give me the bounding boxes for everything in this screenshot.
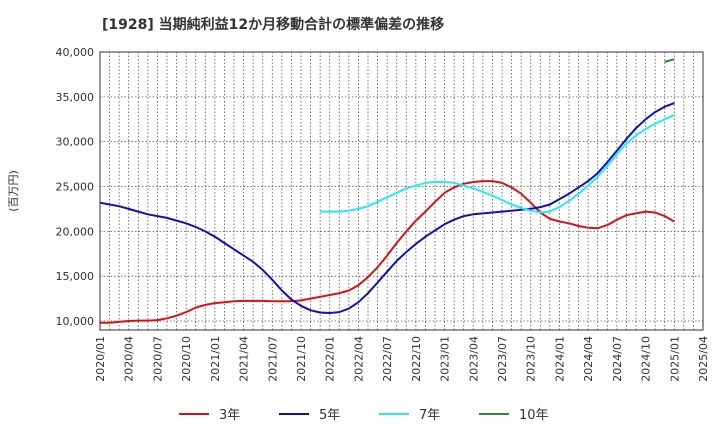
chart-title: [1928] 当期純利益12か月移動合計の標準偏差の推移	[102, 17, 445, 33]
y-tick-label: 40,000	[56, 46, 95, 59]
legend-label: 7年	[419, 408, 440, 423]
x-tick-label: 2023/07	[496, 336, 509, 382]
y-tick-label: 10,000	[56, 315, 95, 328]
x-tick-label: 2021/07	[266, 336, 279, 382]
x-tick-label: 2020/01	[94, 336, 107, 382]
series-line-3	[320, 113, 675, 214]
x-tick-label: 2022/07	[381, 336, 394, 382]
y-tick-label: 30,000	[56, 136, 95, 149]
x-tick-label: 2020/07	[151, 336, 164, 382]
series-line-2	[99, 102, 675, 314]
x-tick-label: 2022/01	[324, 336, 337, 382]
x-tick-label: 2025/04	[697, 336, 710, 382]
x-tick-label: 2020/04	[123, 336, 136, 382]
y-tick-label: 20,000	[56, 225, 95, 238]
x-tick-label: 2021/01	[209, 336, 222, 382]
x-tick-label: 2020/10	[180, 336, 193, 382]
series-line-1	[100, 180, 675, 324]
y-tick-label: 35,000	[56, 91, 95, 104]
x-tick-label: 2023/01	[439, 336, 452, 382]
y-axis-label: (百万円)	[7, 170, 20, 212]
series-line-4	[664, 58, 675, 63]
legend: 3年 5年 7年 10年	[179, 408, 549, 423]
series-lines	[99, 58, 675, 324]
x-tick-label: 2024/10	[640, 336, 653, 382]
legend-label: 10年	[519, 408, 549, 423]
legend-label: 3年	[219, 408, 240, 423]
x-tick-label: 2021/10	[295, 336, 308, 382]
y-tick-label: 25,000	[56, 181, 95, 194]
x-tick-label: 2022/04	[352, 336, 365, 382]
x-tick-label: 2024/01	[553, 336, 566, 382]
x-tick-label: 2021/04	[238, 336, 251, 382]
x-tick-label: 2024/07	[611, 336, 624, 382]
x-tick-label: 2023/04	[467, 336, 480, 382]
x-tick-label: 2025/01	[668, 336, 681, 382]
x-tick-label: 2022/10	[410, 336, 423, 382]
axes: 10,000 15,000 20,000 25,000 30,000 35,000 40,0…	[7, 46, 710, 382]
plot-frame	[99, 51, 704, 331]
x-tick-label: 2023/10	[525, 336, 538, 382]
x-tick-label: 2024/04	[582, 336, 595, 382]
legend-label: 5年	[319, 408, 340, 423]
y-tick-label: 15,000	[56, 270, 95, 283]
